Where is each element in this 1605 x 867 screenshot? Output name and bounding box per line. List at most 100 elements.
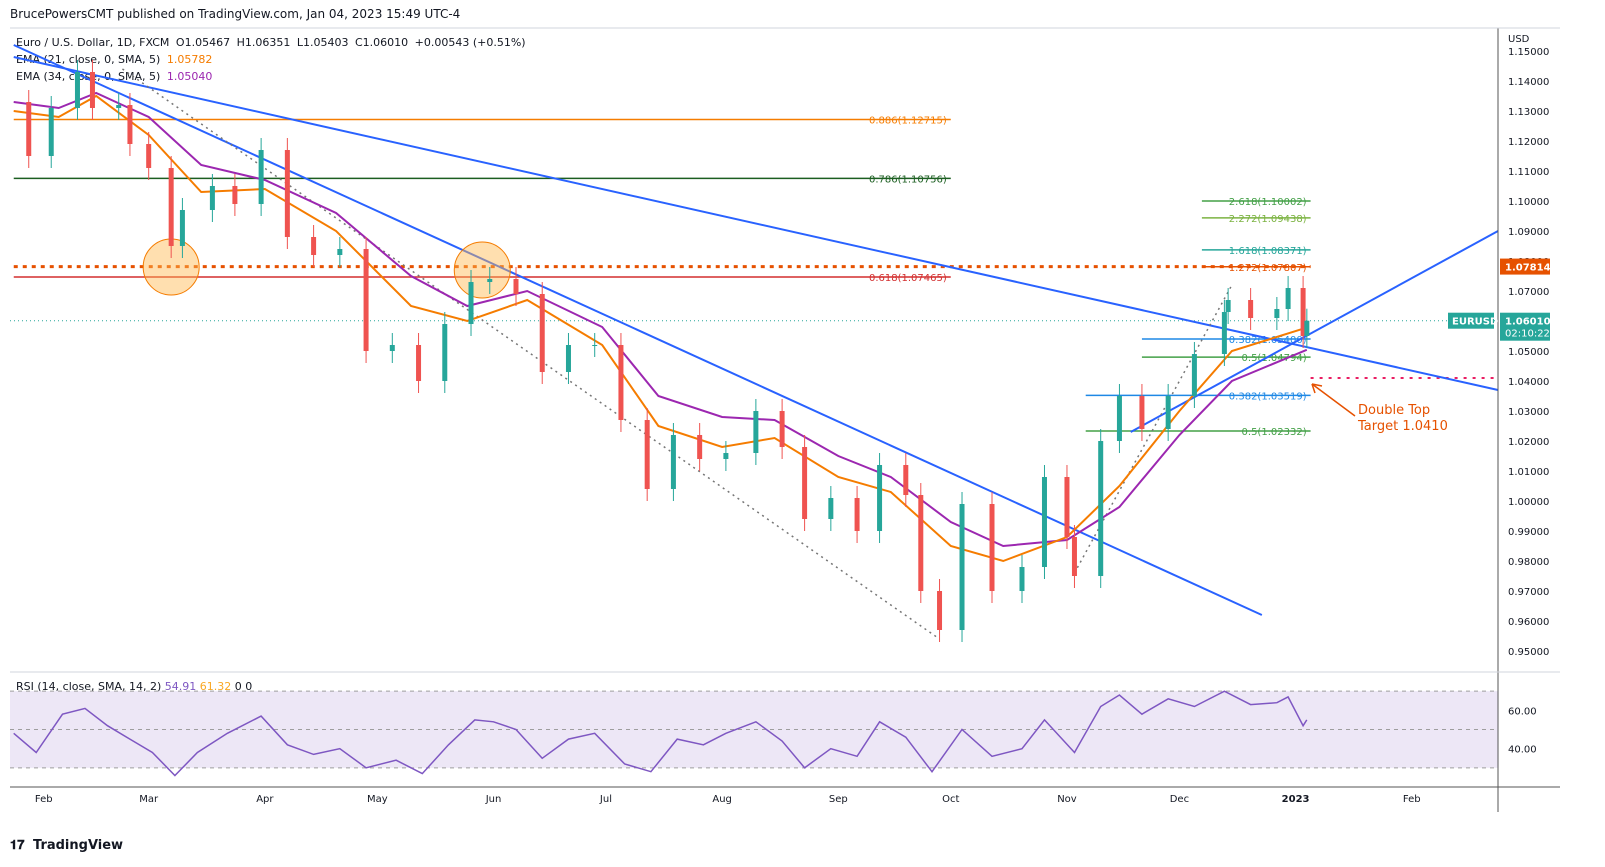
level-label-10: 0.5(1.02332) <box>1242 427 1307 438</box>
candle-body-19 <box>442 324 448 381</box>
candle-body-29 <box>697 435 703 459</box>
candle-body-50 <box>1191 354 1197 396</box>
trendline-2 <box>1130 230 1499 433</box>
highlight-circles <box>142 238 511 299</box>
candle-body-54 <box>1274 309 1280 318</box>
price-badge-bg <box>1500 312 1550 341</box>
candle-body-18 <box>416 345 422 381</box>
legend-ema34-label[interactable]: EMA (34, close, 0, SMA, 5) <box>16 70 161 83</box>
x-tick-label-0: Feb <box>35 794 53 805</box>
level-badge-bg <box>1500 258 1550 275</box>
x-tick-label-3: May <box>367 794 388 805</box>
level-label-1: 0.786(1.10756) <box>869 174 947 185</box>
y-tick-label-3: 1.12000 <box>1508 137 1549 148</box>
rsi-legend-label[interactable]: RSI (14, close, SMA, 14, 2) <box>16 680 162 693</box>
rsi-legend-v4: 0 <box>245 680 253 693</box>
legend-symbol-row: Euro / U.S. Dollar, 1D, FXCM O1.05467 H1… <box>16 34 529 51</box>
candle-body-35 <box>854 498 860 531</box>
candle-body-52 <box>1225 300 1231 312</box>
candle-body-2 <box>48 108 54 156</box>
candle-body-12 <box>258 150 264 204</box>
candle-body-27 <box>644 420 650 489</box>
symbol-badge-bg <box>1448 312 1494 329</box>
ema34-line <box>13 91 1308 548</box>
rsi-tick-label-0: 60.00 <box>1508 706 1537 717</box>
candle-body-20 <box>468 282 474 324</box>
candle-body-33 <box>802 447 808 519</box>
candle-body-9 <box>179 210 185 246</box>
y-tick-label-19: 0.96000 <box>1508 617 1549 628</box>
candle-body-3 <box>74 72 80 108</box>
annotation-line1: Double Top <box>1358 403 1430 418</box>
y-tick-label-16: 0.99000 <box>1508 527 1549 538</box>
y-tick-label-15: 1.00000 <box>1508 497 1549 508</box>
rsi-tick-label-1: 40.00 <box>1508 745 1537 756</box>
candle-body-30 <box>723 453 729 459</box>
rsi-legend-value: 54.91 <box>164 680 197 693</box>
candle-body-36 <box>877 465 883 531</box>
y-tick-label-1: 1.14000 <box>1508 77 1549 88</box>
candle-body-13 <box>284 150 290 237</box>
candle-body-28 <box>670 435 676 489</box>
level-label-6: 1.272(1.07807) <box>1229 263 1307 274</box>
x-tick-label-11: 2023 <box>1282 794 1310 805</box>
y-tick-label-6: 1.09000 <box>1508 227 1549 238</box>
x-tick-label-7: Sep <box>829 794 848 805</box>
candle-body-53 <box>1248 300 1254 318</box>
candle-body-4 <box>89 72 95 108</box>
legend-ema21-value: 1.05782 <box>166 53 213 66</box>
candle-body-15 <box>337 249 343 255</box>
x-tick-label-8: Oct <box>942 794 959 805</box>
candle-body-55 <box>1285 288 1291 309</box>
dotted-trend-1 <box>1073 284 1233 574</box>
price-badge-label: 1.06010 <box>1505 317 1551 328</box>
candle-body-57 <box>1304 320 1310 336</box>
highlight-circle-1 <box>453 241 511 299</box>
candle-body-44 <box>1064 477 1070 537</box>
ema-lines <box>13 91 1308 563</box>
candle-body-25 <box>592 345 598 346</box>
annotation-arrow <box>1311 383 1356 417</box>
y-tick-label-11: 1.04000 <box>1508 377 1549 388</box>
tv-logo-icon: 𝟏𝟕 <box>10 838 25 853</box>
candle-body-46 <box>1098 441 1104 576</box>
rsi-legend-sma: 61.32 <box>199 680 232 693</box>
candle-body-7 <box>146 144 152 168</box>
price-badge-countdown: 02:10:22 <box>1505 329 1550 340</box>
candle-body-49 <box>1165 396 1171 429</box>
trendline-0 <box>13 56 1499 391</box>
y-tick-label-12: 1.03000 <box>1508 407 1549 418</box>
price-series <box>26 60 1310 642</box>
candle-body-48 <box>1139 396 1145 429</box>
y-tick-label-20: 0.95000 <box>1508 647 1549 658</box>
candle-body-38 <box>918 495 924 591</box>
annotation-line2: Target 1.0410 <box>1357 419 1448 434</box>
level-label-0: 0.886(1.12715) <box>869 116 947 127</box>
candle-body-14 <box>311 237 317 255</box>
y-tick-label-8: 1.07000 <box>1508 287 1549 298</box>
legend-ema34-value: 1.05040 <box>166 70 213 83</box>
price-chart[interactable]: 0.886(1.12715) 0.786(1.10756) 0.618(1.0746… <box>0 0 1605 830</box>
x-tick-label-12: Feb <box>1403 794 1421 805</box>
candle-body-47 <box>1116 396 1122 441</box>
candle-body-39 <box>937 591 943 630</box>
candle-body-26 <box>618 345 624 420</box>
candle-body-21 <box>487 279 493 282</box>
level-label-8: 0.5(1.04794) <box>1242 353 1307 364</box>
y-tick-label-0: 1.15000 <box>1508 47 1549 58</box>
y-tick-label-17: 0.98000 <box>1508 557 1549 568</box>
x-tick-label-10: Dec <box>1170 794 1189 805</box>
tradingview-brand[interactable]: 𝟏𝟕 TradingView <box>10 838 123 853</box>
legend-symbol[interactable]: Euro / U.S. Dollar, 1D, FXCM <box>16 36 170 49</box>
x-tick-label-9: Nov <box>1057 794 1077 805</box>
publisher-line: BrucePowersCMT published on TradingView.… <box>10 7 461 21</box>
axes: USD 1.15000 1.14000 1.13000 1.12000 1.11000 1.… <box>10 27 1560 812</box>
y-tick-label-18: 0.97000 <box>1508 587 1549 598</box>
candle-body-34 <box>828 498 834 519</box>
candle-body-17 <box>389 345 395 351</box>
brand-name: TradingView <box>33 838 124 853</box>
candle-body-11 <box>232 186 238 204</box>
y-tick-label-10: 1.05000 <box>1508 347 1549 358</box>
level-badge-label: 1.07814 <box>1505 263 1551 274</box>
